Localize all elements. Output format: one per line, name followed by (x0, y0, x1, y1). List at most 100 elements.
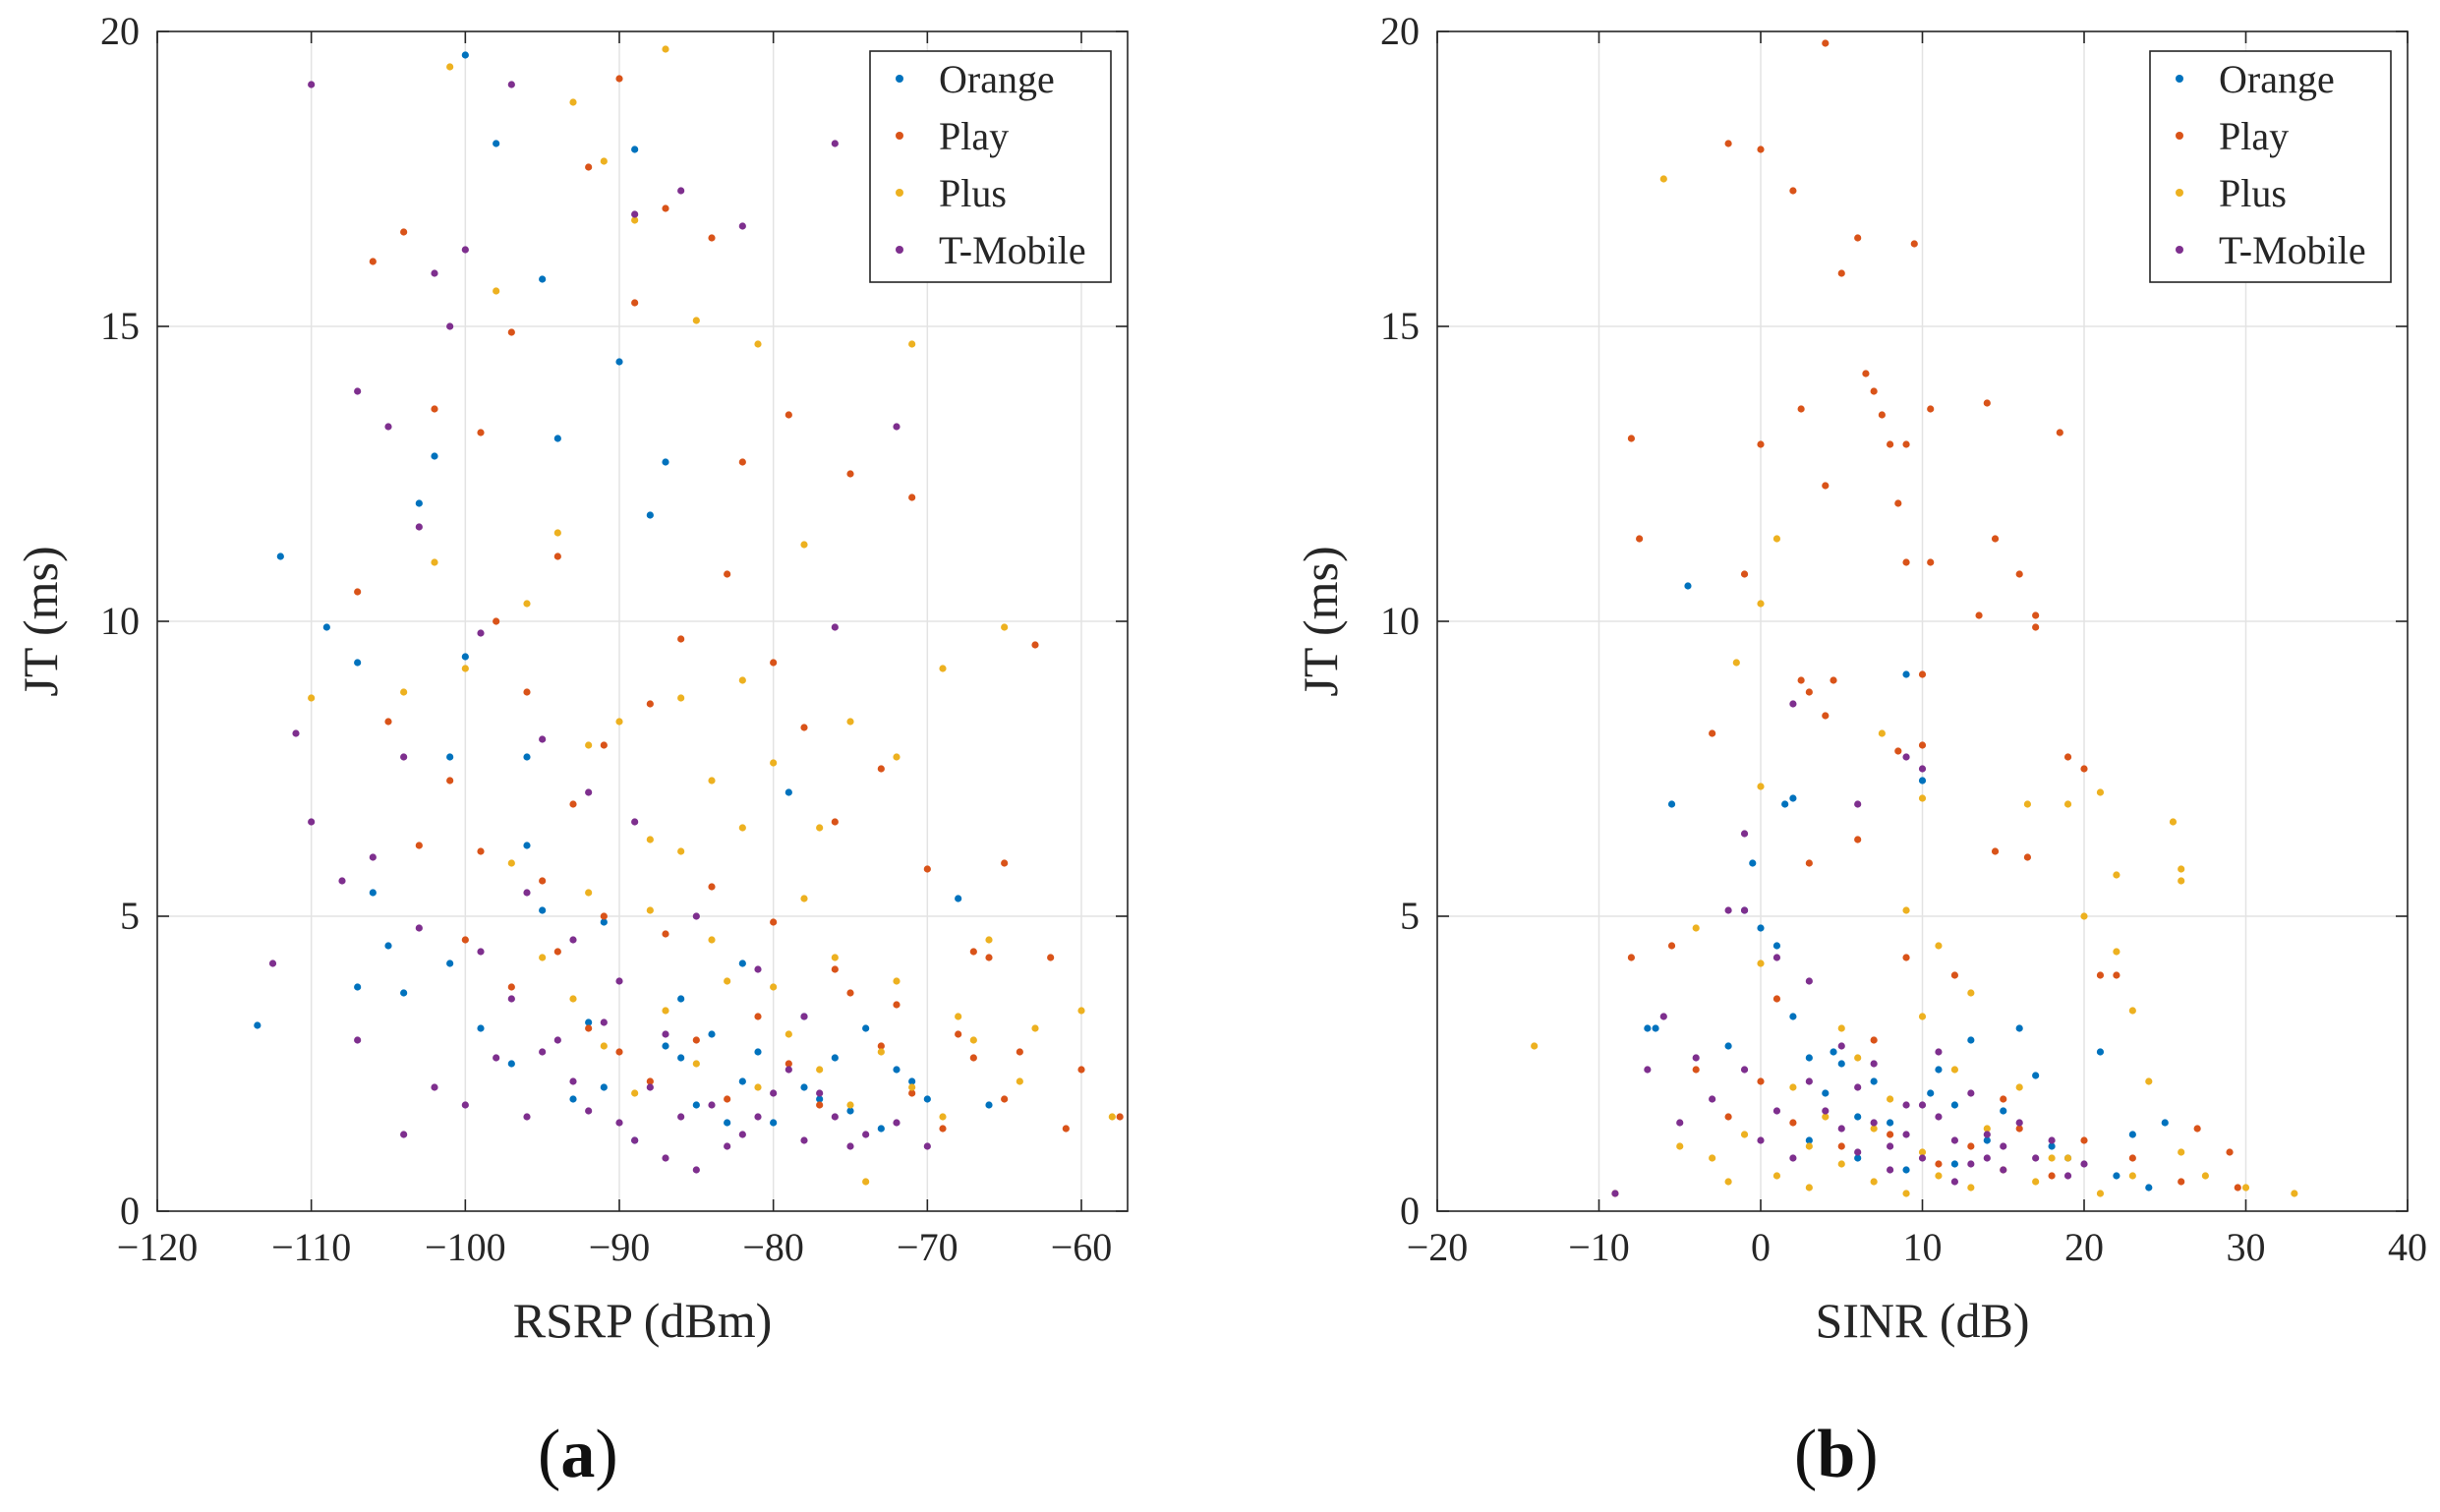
data-point (1692, 1066, 1700, 1074)
data-point (2128, 1007, 2136, 1015)
data-point (2063, 1154, 2072, 1162)
legend-marker (2176, 132, 2183, 140)
data-point (1854, 234, 1862, 242)
data-point (1001, 1095, 1009, 1103)
data-point (631, 210, 639, 218)
data-point (1031, 1024, 1039, 1032)
data-point (893, 1001, 900, 1009)
data-point (1902, 906, 1910, 914)
data-point (523, 688, 531, 696)
y-axis-label: JT (ms) (13, 546, 68, 696)
data-point (2096, 971, 2105, 979)
data-point (553, 552, 561, 560)
data-point (477, 1024, 485, 1032)
data-point (831, 818, 839, 826)
data-point (1894, 499, 1902, 507)
y-axis-label: JT (ms) (1293, 546, 1348, 696)
data-point (415, 523, 423, 531)
data-point (893, 753, 900, 761)
series-t-mobile (268, 81, 931, 1174)
data-point (893, 423, 900, 431)
data-point (908, 340, 916, 348)
data-point (1918, 794, 1927, 802)
data-point (784, 1060, 792, 1068)
data-point (1918, 1013, 1927, 1020)
data-point (631, 299, 639, 307)
data-point (708, 234, 716, 242)
data-point (268, 960, 277, 967)
data-point (369, 853, 377, 861)
data-point (1805, 859, 1813, 867)
y-tick-label: 5 (120, 894, 140, 938)
data-point (738, 1131, 746, 1138)
data-point (1740, 906, 1749, 914)
data-point (1927, 558, 1935, 566)
data-point (1709, 1154, 1716, 1162)
x-tick-label: 30 (2227, 1225, 2266, 1269)
data-point (923, 1095, 931, 1103)
data-point (585, 741, 593, 749)
series-t-mobile (1611, 700, 2088, 1197)
data-point (1887, 1131, 1894, 1138)
data-point (369, 258, 377, 265)
data-point (955, 895, 962, 902)
data-point (646, 700, 654, 708)
data-point (738, 222, 746, 230)
data-point (1870, 1125, 1878, 1133)
data-point (415, 499, 423, 507)
data-point (862, 1131, 870, 1138)
x-tick-label: 10 (1903, 1225, 1943, 1269)
data-point (846, 470, 854, 478)
data-point (2048, 1142, 2056, 1150)
data-point (615, 75, 623, 83)
data-point (1659, 175, 1667, 183)
data-point (2015, 570, 2023, 578)
y-tick-label: 10 (100, 599, 140, 643)
data-point (539, 735, 547, 743)
data-point (631, 818, 639, 826)
data-point (585, 1107, 593, 1115)
data-point (1805, 1054, 1813, 1062)
data-point (2161, 1119, 2169, 1127)
data-point (1927, 1089, 1935, 1097)
data-point (2128, 1154, 2136, 1162)
data-point (1918, 741, 1927, 749)
data-point (831, 623, 839, 631)
data-point (1757, 440, 1765, 448)
series-orange (1644, 582, 2169, 1192)
data-point (1991, 535, 2000, 543)
data-point (2226, 1148, 2234, 1156)
data-point (446, 777, 454, 785)
data-point (354, 387, 362, 395)
data-point (1935, 1172, 1943, 1180)
data-point (1837, 1125, 1845, 1133)
data-point (708, 1101, 716, 1109)
data-point (600, 918, 608, 926)
data-point (800, 1136, 808, 1144)
data-point (1983, 1136, 1991, 1144)
data-point (539, 906, 547, 914)
data-point (1805, 1142, 1813, 1150)
data-point (1837, 1042, 1845, 1050)
data-point (923, 1142, 931, 1150)
data-point (754, 965, 762, 973)
data-point (1822, 482, 1830, 490)
data-point (662, 1030, 669, 1038)
data-point (1077, 1066, 1085, 1074)
data-point (1108, 1113, 1116, 1121)
legend-marker (896, 132, 903, 140)
data-point (831, 1113, 839, 1121)
data-point (1967, 1184, 1975, 1192)
legend-label: T-Mobile (2219, 228, 2366, 272)
data-point (831, 1054, 839, 1062)
data-point (1724, 140, 1732, 147)
data-point (800, 541, 808, 549)
data-point (2015, 1024, 2023, 1032)
legend-box (869, 50, 1112, 283)
legend-label: Plus (2219, 171, 2287, 215)
data-point (2178, 865, 2185, 873)
data-point (985, 936, 993, 944)
data-point (1862, 370, 1870, 378)
data-point (477, 429, 485, 436)
